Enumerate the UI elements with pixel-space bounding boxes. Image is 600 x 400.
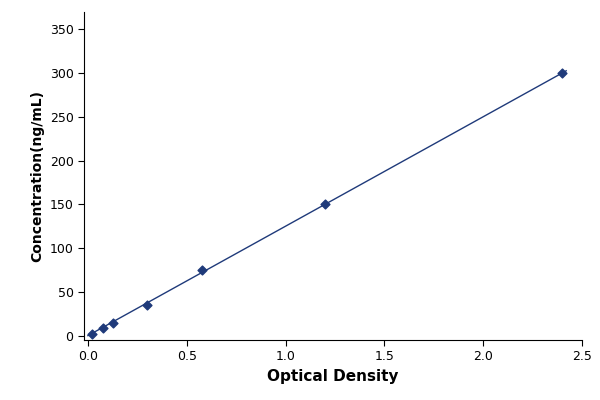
Point <box>197 267 206 273</box>
Point <box>557 70 567 76</box>
Point <box>88 331 97 338</box>
Point <box>320 201 330 208</box>
Point <box>98 324 107 331</box>
Y-axis label: Concentration(ng/mL): Concentration(ng/mL) <box>30 90 44 262</box>
X-axis label: Optical Density: Optical Density <box>267 369 399 384</box>
Point <box>142 302 152 308</box>
Point <box>108 319 118 326</box>
